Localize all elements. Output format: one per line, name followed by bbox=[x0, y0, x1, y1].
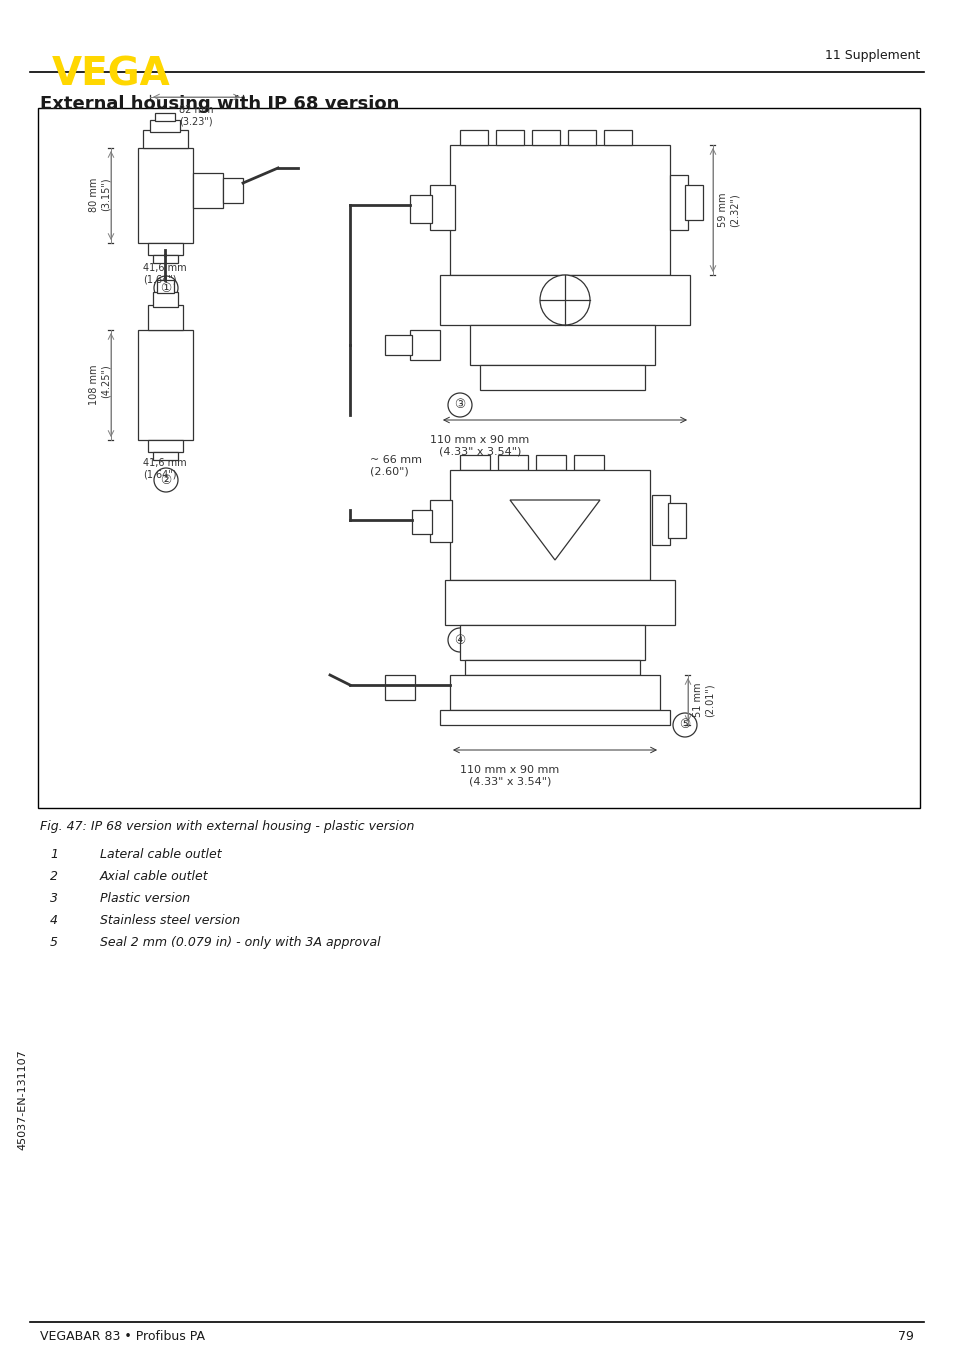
Bar bbox=[410, 330, 439, 360]
Text: 11 Supplement: 11 Supplement bbox=[824, 49, 919, 62]
Text: ①: ① bbox=[160, 282, 172, 295]
Bar bbox=[154, 112, 174, 121]
Text: ②: ② bbox=[160, 474, 172, 486]
Bar bbox=[497, 455, 527, 470]
Bar bbox=[193, 173, 223, 209]
Circle shape bbox=[672, 714, 697, 737]
Text: ⑤: ⑤ bbox=[679, 719, 690, 731]
Bar bbox=[138, 330, 193, 440]
Bar bbox=[38, 108, 919, 808]
Text: 51 mm
(2.01"): 51 mm (2.01") bbox=[692, 682, 714, 718]
Bar bbox=[148, 305, 183, 330]
Bar bbox=[150, 121, 180, 131]
Bar bbox=[430, 185, 455, 230]
Bar bbox=[410, 195, 432, 223]
Circle shape bbox=[153, 276, 178, 301]
Text: 41,6 mm
(1.64"): 41,6 mm (1.64") bbox=[143, 458, 187, 479]
Bar bbox=[470, 325, 655, 366]
Bar bbox=[385, 676, 415, 700]
Text: 59 mm
(2.32"): 59 mm (2.32") bbox=[718, 192, 739, 227]
Text: 4: 4 bbox=[50, 914, 58, 927]
Bar bbox=[651, 496, 669, 546]
Text: Fig. 47: IP 68 version with external housing - plastic version: Fig. 47: IP 68 version with external hou… bbox=[40, 821, 414, 833]
Bar bbox=[157, 280, 173, 292]
Bar bbox=[152, 255, 178, 263]
Text: 5: 5 bbox=[50, 936, 58, 949]
Text: 41,6 mm
(1.64"): 41,6 mm (1.64") bbox=[143, 263, 187, 284]
Text: 1: 1 bbox=[50, 848, 58, 861]
Bar bbox=[532, 130, 559, 145]
Bar bbox=[667, 502, 685, 538]
Bar bbox=[444, 580, 675, 626]
Text: 2: 2 bbox=[50, 871, 58, 883]
Bar bbox=[385, 334, 412, 355]
Bar bbox=[412, 510, 432, 533]
Text: VEGABAR 83 • Profibus PA: VEGABAR 83 • Profibus PA bbox=[40, 1330, 205, 1343]
Bar bbox=[439, 709, 669, 724]
Text: Lateral cable outlet: Lateral cable outlet bbox=[100, 848, 221, 861]
Circle shape bbox=[539, 275, 589, 325]
Bar bbox=[138, 148, 193, 242]
Bar bbox=[450, 676, 659, 709]
Text: 110 mm x 90 mm
(4.33" x 3.54"): 110 mm x 90 mm (4.33" x 3.54") bbox=[430, 435, 529, 456]
Bar bbox=[439, 275, 689, 325]
Bar bbox=[459, 626, 644, 659]
Text: 108 mm
(4.25"): 108 mm (4.25") bbox=[90, 364, 111, 405]
Circle shape bbox=[448, 393, 472, 417]
Text: Seal 2 mm (0.079 in) - only with 3A approval: Seal 2 mm (0.079 in) - only with 3A appr… bbox=[100, 936, 380, 949]
Bar bbox=[536, 455, 565, 470]
Bar bbox=[430, 500, 452, 542]
Bar bbox=[479, 366, 644, 390]
Circle shape bbox=[153, 468, 178, 492]
Text: Plastic version: Plastic version bbox=[100, 892, 190, 904]
Bar bbox=[603, 130, 631, 145]
Text: External housing with IP 68 version: External housing with IP 68 version bbox=[40, 95, 399, 112]
Bar bbox=[450, 145, 669, 275]
Bar bbox=[152, 292, 178, 307]
Text: 80 mm
(3.15"): 80 mm (3.15") bbox=[90, 177, 111, 213]
Text: 3: 3 bbox=[50, 892, 58, 904]
Text: 45037-EN-131107: 45037-EN-131107 bbox=[17, 1049, 27, 1151]
Bar bbox=[450, 470, 649, 580]
Bar bbox=[459, 455, 490, 470]
Bar bbox=[148, 440, 183, 452]
Text: 82 mm
(3.23"): 82 mm (3.23") bbox=[178, 106, 213, 127]
Bar bbox=[148, 242, 183, 255]
Text: VEGA: VEGA bbox=[52, 56, 171, 93]
Bar bbox=[464, 659, 639, 676]
Bar bbox=[574, 455, 603, 470]
Text: ③: ③ bbox=[454, 398, 465, 412]
Bar bbox=[143, 130, 188, 148]
Circle shape bbox=[448, 628, 472, 653]
Bar bbox=[669, 175, 687, 230]
Bar bbox=[223, 177, 243, 203]
Text: 110 mm x 90 mm
(4.33" x 3.54"): 110 mm x 90 mm (4.33" x 3.54") bbox=[460, 765, 559, 787]
Bar bbox=[152, 452, 178, 460]
Text: Axial cable outlet: Axial cable outlet bbox=[100, 871, 209, 883]
Bar bbox=[684, 185, 702, 219]
Text: ~ 66 mm
(2.60"): ~ 66 mm (2.60") bbox=[370, 455, 421, 477]
Bar bbox=[496, 130, 523, 145]
Text: 79: 79 bbox=[897, 1330, 913, 1343]
Text: ④: ④ bbox=[454, 634, 465, 646]
Text: Stainless steel version: Stainless steel version bbox=[100, 914, 240, 927]
Bar bbox=[567, 130, 596, 145]
Bar bbox=[459, 130, 488, 145]
